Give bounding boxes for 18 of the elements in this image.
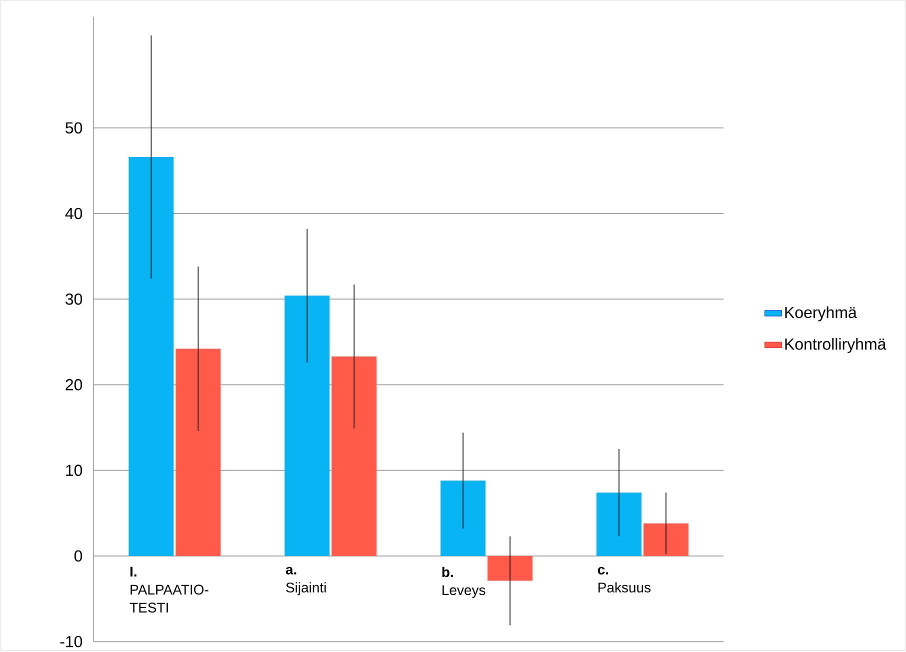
- y-tick-label: 30: [66, 293, 82, 305]
- bar: [332, 356, 377, 556]
- y-tick-label: -10: [60, 636, 82, 648]
- x-tick-label: a. Sijainti: [286, 566, 326, 596]
- y-tick-label: 40: [65, 208, 82, 220]
- bar: [284, 296, 330, 556]
- y-tick-label: 50: [66, 122, 82, 134]
- y-tick-label: 10: [66, 464, 82, 476]
- bar: [176, 348, 221, 556]
- x-tick-label: b. Leveys: [442, 566, 486, 598]
- x-tick-label: I. PALPAATIO-TESTI: [130, 566, 208, 613]
- y-tick-label: 20: [66, 379, 82, 390]
- x-tick-label: c. Paksuus: [598, 566, 651, 593]
- bar: [488, 556, 533, 581]
- legend-label: Koeryhmä: [785, 306, 857, 322]
- legend-label: Kontrolliryhmä: [785, 338, 886, 354]
- y-tick-label: 0: [74, 550, 82, 562]
- bar: [128, 157, 174, 556]
